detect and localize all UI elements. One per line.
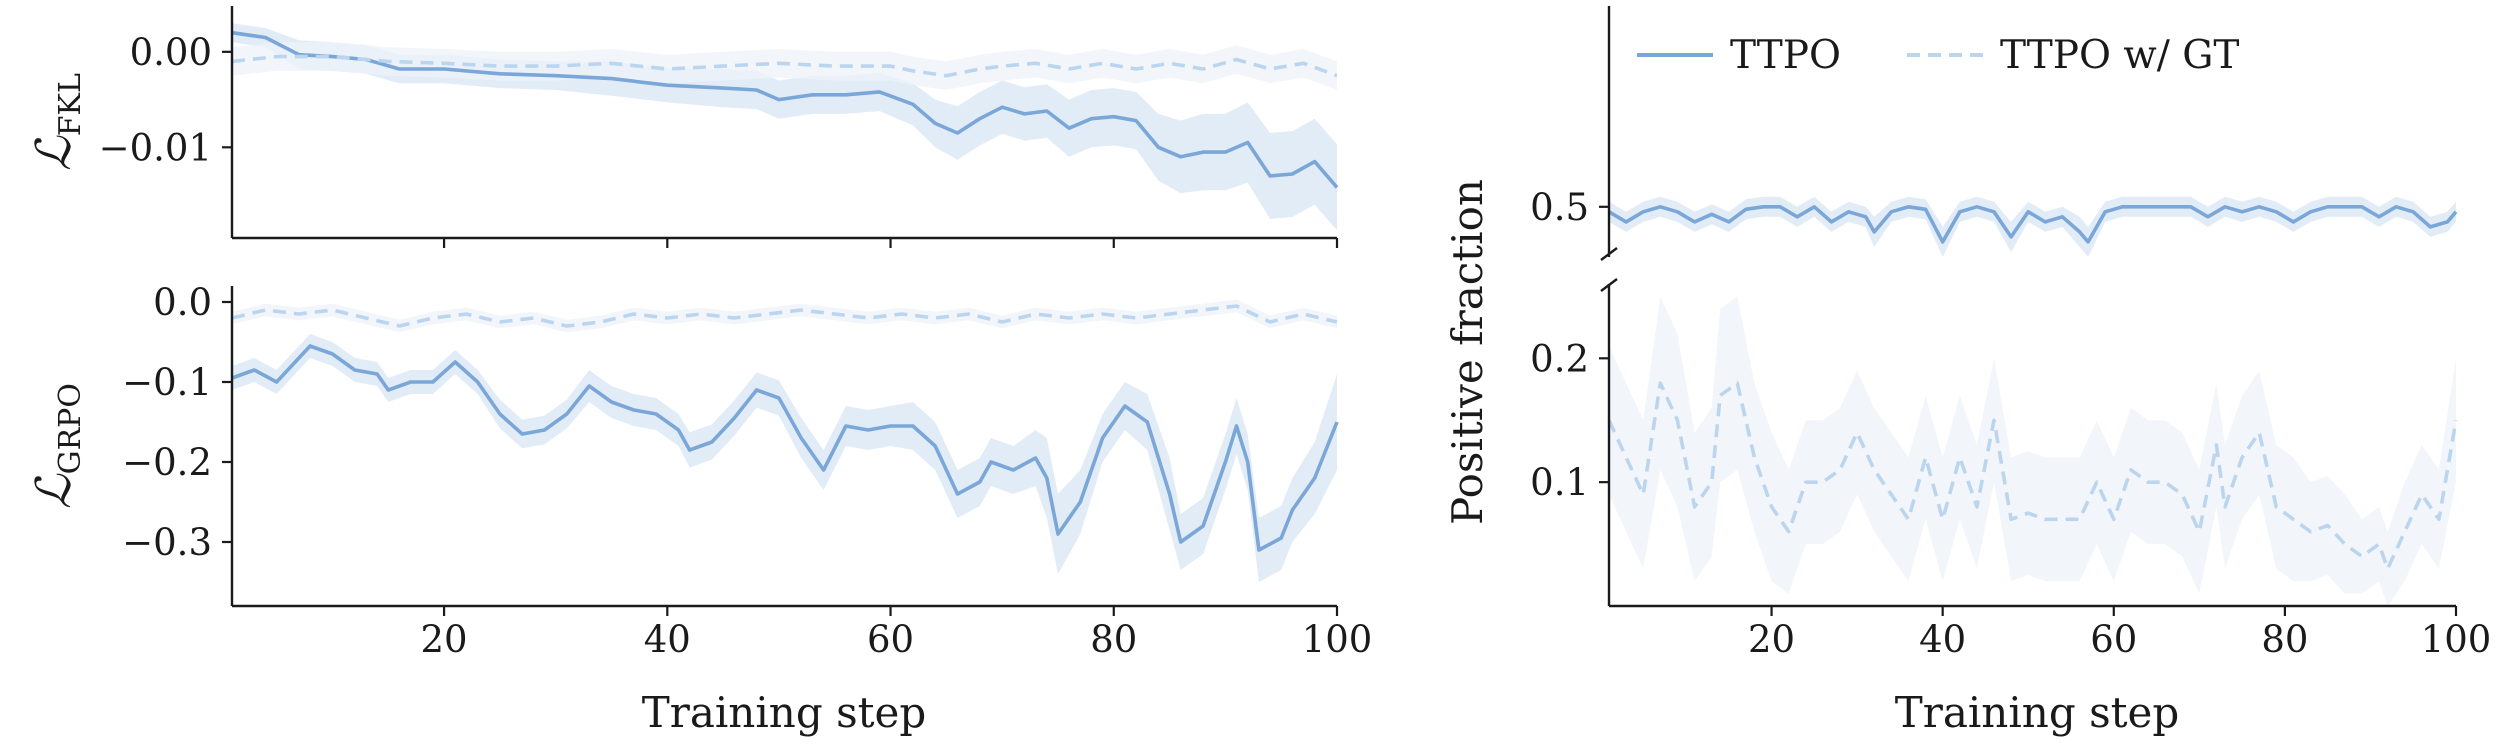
pf-band-ttpo-gt	[1609, 296, 2456, 606]
pf-bands	[1609, 196, 2456, 606]
legend: TTPO TTPO w/ GT	[1637, 33, 2239, 78]
pf-ticks: 20 40 60 80 100 0.5 0.2 0.1	[1530, 186, 2491, 661]
grpo-ytick-label-3: −0.3	[122, 521, 212, 564]
grpo-xtick-label-100: 100	[1302, 618, 1373, 661]
panel-fkl: 0.00 −0.01 ℒFKL	[26, 6, 1339, 248]
grpo-lines	[231, 304, 1339, 552]
pf-axis-break-mark-1	[1600, 247, 1618, 261]
grpo-ylabel: ℒGRPO	[26, 383, 88, 509]
grpo-xtick-label-20: 20	[421, 618, 468, 661]
fkl-lines	[231, 30, 1339, 189]
pf-line-ttpo-gt	[1607, 381, 2458, 571]
pf-xtick-label-60: 60	[2090, 618, 2137, 661]
fkl-bands	[232, 23, 1337, 231]
grpo-xtick-label-60: 60	[867, 618, 914, 661]
grpo-band-ttpo-gt	[232, 299, 1337, 333]
pf-xlabel: Training step	[1895, 688, 2180, 737]
pf-xtick-label-20: 20	[1748, 618, 1795, 661]
grpo-ytick-label-0: 0.0	[153, 281, 212, 324]
fkl-ylabel: ℒFKL	[26, 73, 88, 171]
pf-lower-ytick-label-0: 0.2	[1530, 337, 1589, 380]
pf-lower-ytick-label-1: 0.1	[1530, 461, 1589, 504]
fkl-line-ttpo	[231, 30, 1339, 189]
pf-xtick-label-100: 100	[2421, 618, 2492, 661]
grpo-xtick-label-80: 80	[1090, 618, 1137, 661]
fkl-ylabel-symbol: ℒ	[26, 135, 82, 171]
pf-xtick-label-80: 80	[2261, 618, 2308, 661]
grpo-xlabel: Training step	[642, 688, 927, 737]
legend-label-ttpo: TTPO	[1730, 33, 1841, 78]
grpo-ticks: 20 40 60 80 100 0.0 −0.1 −0.2 −0.3	[122, 281, 1372, 661]
grpo-ylabel-sub: GRPO	[53, 383, 88, 474]
fkl-ticks: 0.00 −0.01	[99, 31, 1339, 248]
grpo-band-ttpo	[232, 334, 1337, 582]
pf-ylabel: Positive fraction	[1443, 179, 1492, 525]
fkl-ylabel-sub: FKL	[53, 73, 88, 136]
fkl-ytick-label-1: −0.01	[99, 126, 212, 169]
fkl-band-ttpo-gt	[232, 42, 1337, 90]
legend-label-ttpo-gt: TTPO w/ GT	[2000, 33, 2239, 78]
pf-lines	[1607, 205, 2458, 571]
fkl-line-ttpo-gt	[231, 54, 1338, 78]
pf-line-ttpo	[1608, 205, 2458, 244]
grpo-xtick-label-40: 40	[644, 618, 691, 661]
pf-xtick-label-40: 40	[1919, 618, 1966, 661]
panel-positive-fraction: 20 40 60 80 100 0.5 0.2 0.1 Positive fraction T…	[1443, 6, 2491, 737]
fkl-ytick-label-0: 0.00	[130, 31, 212, 74]
grpo-line-ttpo	[231, 344, 1339, 552]
panel-grpo: 20 40 60 80 100 0.0 −0.1 −0.2 −0.3 ℒGRPO Trainin…	[26, 281, 1372, 737]
grpo-ytick-label-1: −0.1	[122, 361, 212, 404]
grpo-bands	[232, 299, 1337, 582]
pf-axis-break-mark-2	[1600, 278, 1618, 292]
pf-upper-ytick-label-0: 0.5	[1530, 186, 1589, 229]
grpo-line-ttpo-gt	[231, 304, 1338, 328]
grpo-ytick-label-2: −0.2	[122, 441, 212, 484]
grpo-ylabel-symbol: ℒ	[26, 473, 82, 509]
